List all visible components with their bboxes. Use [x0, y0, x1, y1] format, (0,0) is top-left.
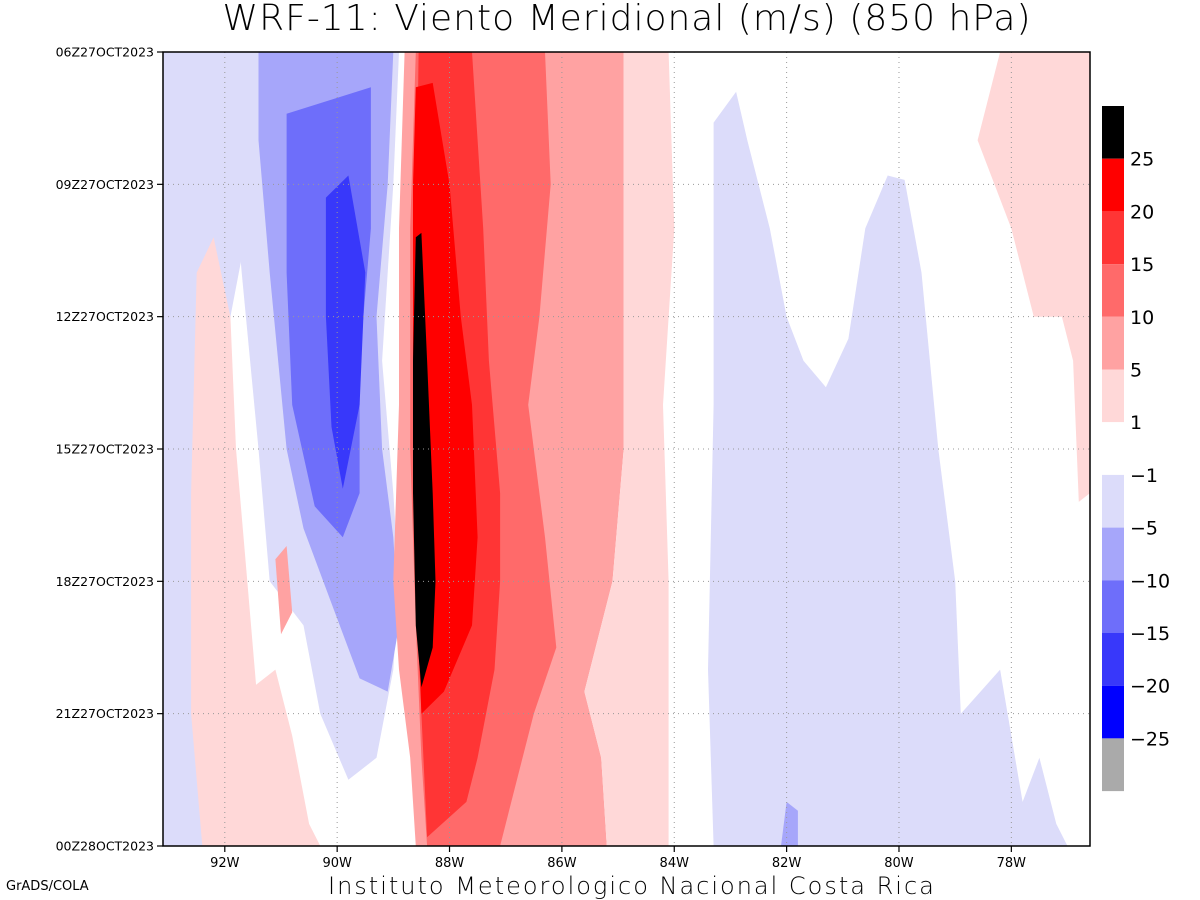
colorbar-label: −15	[1130, 623, 1170, 645]
colorbar-swatch-neg25	[1102, 685, 1124, 739]
colorbar-swatch-pos20	[1102, 158, 1124, 212]
y-tick-label: 12Z27OCT2023	[56, 309, 154, 324]
band-pos-west-dot	[275, 546, 293, 635]
wind-field	[163, 52, 1090, 846]
y-axis: 06Z27OCT2023 09Z27OCT2023 12Z27OCT2023 15Z2…	[56, 45, 163, 854]
x-tick-label: 80W	[884, 856, 914, 871]
colorbar-swatch-neg5	[1102, 474, 1124, 528]
y-tick-label: 09Z27OCT2023	[56, 177, 154, 192]
x-tick-label: 90W	[322, 856, 352, 871]
band-pos25	[413, 232, 436, 688]
band-neg-east	[708, 91, 1068, 846]
colorbar-swatch-pos1	[1102, 369, 1124, 423]
colorbar-swatch-neg30	[1102, 738, 1124, 792]
colorbar-label: 15	[1130, 254, 1154, 276]
y-tick-label: 21Z27OCT2023	[56, 706, 154, 721]
colorbar-label: 1	[1130, 412, 1142, 434]
x-tick-label: 92W	[210, 856, 240, 871]
band-pos-west	[191, 237, 281, 846]
colorbar-swatch-neg15	[1102, 580, 1124, 633]
colorbar-label: 25	[1130, 149, 1154, 171]
colorbar-label: −1	[1130, 465, 1158, 487]
colorbar: 25 20 15 10 5 1 −1 −5 −10 −15 −20 −25	[1102, 106, 1170, 792]
colorbar-swatch-pos5	[1102, 316, 1124, 370]
x-tick-label: 88W	[435, 856, 465, 871]
band-pos-west2	[247, 669, 321, 846]
x-tick-label: 86W	[547, 856, 577, 871]
colorbar-label: 20	[1130, 201, 1154, 223]
colorbar-label: −10	[1130, 570, 1170, 592]
x-tick-label: 84W	[660, 856, 690, 871]
y-tick-label: 06Z27OCT2023	[56, 45, 154, 60]
x-axis: 92W 90W 88W 86W 84W 82W 80W 78W	[210, 846, 1026, 871]
colorbar-swatch-pos10	[1102, 264, 1124, 317]
band-pos-fareast	[977, 52, 1090, 502]
colorbar-swatch-neg1	[1102, 422, 1124, 475]
colorbar-label: −25	[1130, 728, 1170, 750]
colorbar-label: −20	[1130, 676, 1170, 698]
colorbar-swatch-neg10	[1102, 527, 1124, 581]
colorbar-label: −5	[1130, 518, 1158, 540]
page-title: WRF-11: Viento Meridional (m/s) (850 hPa…	[222, 0, 1032, 39]
institute-credit: Instituto Meteorologico Nacional Costa R…	[328, 872, 936, 900]
band-neg-east-dot	[781, 801, 798, 846]
y-tick-label: 18Z27OCT2023	[56, 574, 154, 589]
colorbar-swatch-neg20	[1102, 633, 1124, 686]
band-pos-east	[584, 52, 675, 846]
x-tick-label: 82W	[772, 856, 802, 871]
x-tick-label: 78W	[997, 856, 1027, 871]
band-neg20	[325, 175, 366, 489]
colorbar-swatch-pos25	[1102, 106, 1124, 159]
colorbar-swatch-pos15	[1102, 211, 1124, 265]
colorbar-label: 10	[1130, 307, 1154, 329]
y-tick-label: 15Z27OCT2023	[56, 442, 154, 457]
colorbar-label: 5	[1130, 360, 1142, 382]
y-tick-label: 00Z28OCT2023	[56, 839, 154, 854]
grads-credit: GrADS/COLA	[6, 879, 89, 894]
